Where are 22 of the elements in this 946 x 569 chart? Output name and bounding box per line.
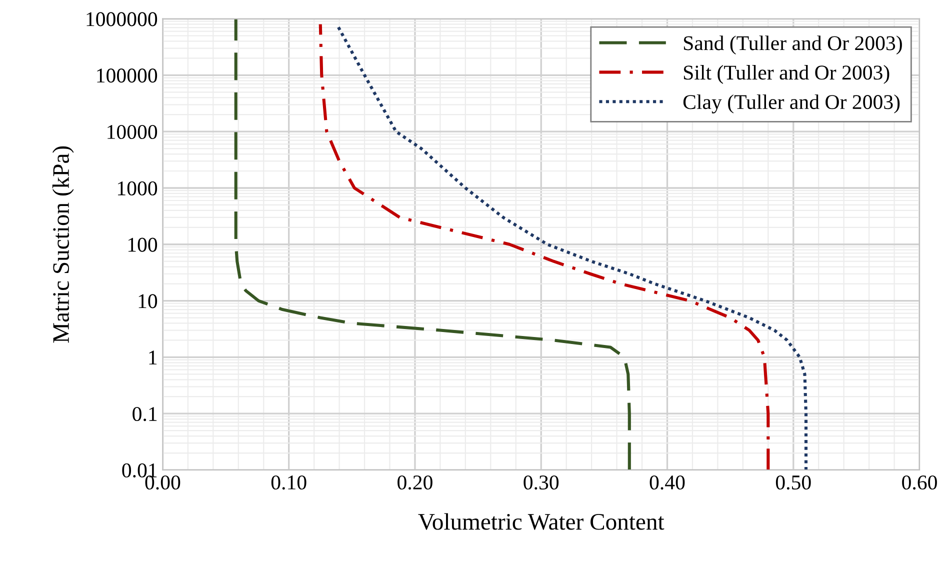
x-tick-label: 0.40 [650,475,685,490]
legend-label: Silt (Tuller and Or 2003) [684,65,890,84]
x-tick-label: 0.00 [145,475,180,490]
y-tick-label: 10 [138,294,158,308]
x-tick-label: 0.10 [271,475,306,490]
x-tick-label: 0.30 [524,475,559,490]
y-tick-label: 100000 [97,68,158,83]
legend-label: Sand (Tuller and Or 2003) [684,36,902,54]
y-tick-label: 0.01 [122,463,157,478]
y-tick-label: 1000 [118,181,158,196]
y-tick-label: 1 [149,350,157,364]
y-tick-label: 100 [128,238,158,252]
y-tick-label: 0.1 [132,406,157,422]
x-tick-label: 0.20 [398,475,432,490]
y-tick-label: 10000 [108,124,158,140]
y-tick-label: 1000000 [86,12,158,26]
x-tick-label: 0.50 [776,475,811,490]
legend-label: Clay (Tuller and Or 2003) [683,94,900,114]
x-axis-title: Volumetric Water Content [418,513,664,530]
y-axis-title: Matric Suction (kPa) [52,146,74,343]
line-series [234,18,631,470]
x-tick-label: 0.60 [902,475,937,490]
